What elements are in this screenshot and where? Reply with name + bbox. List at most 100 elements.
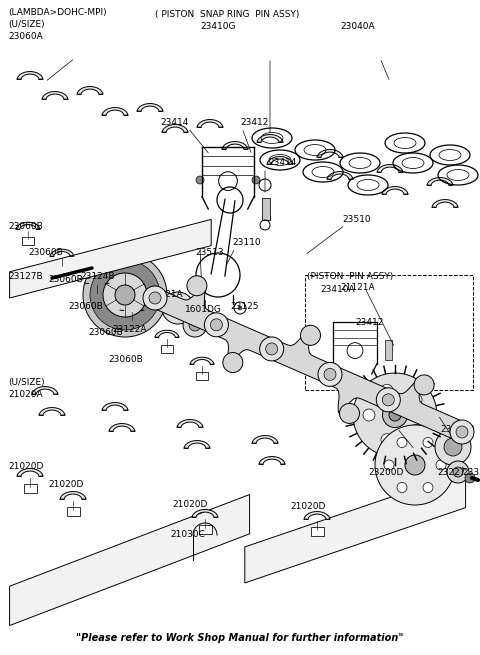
Polygon shape bbox=[304, 512, 330, 519]
Text: 23125: 23125 bbox=[230, 302, 259, 311]
Text: 23124B: 23124B bbox=[80, 272, 115, 281]
Text: 23060B: 23060B bbox=[28, 248, 63, 257]
Circle shape bbox=[450, 420, 474, 444]
Text: 23412: 23412 bbox=[355, 318, 384, 327]
Circle shape bbox=[170, 300, 186, 316]
Circle shape bbox=[383, 403, 408, 428]
Circle shape bbox=[90, 260, 160, 330]
Polygon shape bbox=[17, 468, 43, 476]
Text: 23060B: 23060B bbox=[88, 328, 123, 337]
Circle shape bbox=[115, 285, 135, 305]
Circle shape bbox=[189, 319, 201, 331]
Circle shape bbox=[410, 424, 422, 436]
Bar bbox=[22, 236, 34, 245]
Polygon shape bbox=[10, 219, 211, 298]
Text: 23226B: 23226B bbox=[440, 425, 475, 434]
Text: 23200D: 23200D bbox=[368, 468, 403, 477]
Bar bbox=[126, 318, 138, 326]
Circle shape bbox=[397, 438, 407, 447]
Circle shape bbox=[83, 253, 167, 337]
Text: 1601DG: 1601DG bbox=[185, 305, 222, 314]
Bar bbox=[91, 291, 103, 299]
Text: 23060B: 23060B bbox=[108, 355, 143, 364]
Polygon shape bbox=[184, 441, 210, 449]
Circle shape bbox=[324, 368, 336, 381]
Circle shape bbox=[260, 337, 284, 361]
Text: 21020D: 21020D bbox=[172, 500, 207, 509]
Circle shape bbox=[447, 461, 469, 483]
Text: 23510: 23510 bbox=[342, 215, 371, 224]
Text: 21020D: 21020D bbox=[48, 480, 84, 489]
Circle shape bbox=[423, 483, 433, 493]
Polygon shape bbox=[109, 424, 135, 432]
Polygon shape bbox=[120, 303, 144, 310]
Text: 23060B: 23060B bbox=[8, 222, 43, 231]
Polygon shape bbox=[259, 457, 285, 464]
Bar bbox=[24, 484, 36, 493]
Circle shape bbox=[204, 313, 228, 337]
Bar bbox=[199, 525, 212, 534]
Polygon shape bbox=[245, 472, 466, 583]
Circle shape bbox=[381, 384, 393, 396]
Text: "Please refer to Work Shop Manual for further information": "Please refer to Work Shop Manual for fu… bbox=[76, 633, 404, 643]
Bar bbox=[305, 275, 473, 390]
Text: 23410A: 23410A bbox=[320, 285, 355, 294]
Circle shape bbox=[436, 460, 446, 470]
Polygon shape bbox=[177, 420, 203, 428]
Circle shape bbox=[265, 343, 277, 355]
Text: 23122A: 23122A bbox=[112, 325, 146, 334]
Circle shape bbox=[376, 388, 400, 412]
Text: 23060B: 23060B bbox=[68, 302, 103, 311]
Circle shape bbox=[149, 292, 161, 304]
Polygon shape bbox=[85, 276, 109, 284]
Polygon shape bbox=[50, 249, 74, 257]
Circle shape bbox=[414, 375, 434, 395]
Circle shape bbox=[353, 373, 437, 457]
Text: 23414: 23414 bbox=[268, 158, 296, 167]
Circle shape bbox=[45, 271, 59, 285]
Text: 23060B: 23060B bbox=[48, 275, 83, 284]
Circle shape bbox=[381, 434, 393, 445]
Bar bbox=[311, 527, 324, 536]
Circle shape bbox=[339, 403, 360, 423]
Polygon shape bbox=[190, 357, 214, 364]
Bar bbox=[161, 345, 173, 353]
Circle shape bbox=[465, 473, 475, 483]
Bar bbox=[385, 340, 392, 360]
Circle shape bbox=[444, 438, 462, 456]
Circle shape bbox=[103, 273, 147, 317]
Circle shape bbox=[300, 326, 321, 345]
Polygon shape bbox=[222, 141, 248, 149]
Polygon shape bbox=[10, 495, 250, 626]
Text: 21020D: 21020D bbox=[290, 502, 325, 511]
Circle shape bbox=[318, 362, 342, 386]
Circle shape bbox=[384, 460, 394, 470]
Circle shape bbox=[223, 352, 243, 373]
Bar bbox=[196, 372, 208, 380]
Circle shape bbox=[143, 286, 167, 310]
Polygon shape bbox=[377, 164, 403, 172]
Text: 23410G: 23410G bbox=[200, 22, 236, 31]
Circle shape bbox=[405, 455, 425, 475]
Circle shape bbox=[435, 429, 471, 465]
Text: 23513: 23513 bbox=[195, 248, 224, 257]
Polygon shape bbox=[382, 187, 408, 195]
Polygon shape bbox=[327, 172, 353, 179]
Text: 23040A: 23040A bbox=[340, 22, 374, 31]
Polygon shape bbox=[162, 124, 188, 132]
Circle shape bbox=[389, 409, 401, 421]
Polygon shape bbox=[432, 200, 458, 208]
Text: 23110: 23110 bbox=[232, 238, 261, 247]
Circle shape bbox=[210, 319, 222, 331]
Text: 23227: 23227 bbox=[437, 468, 466, 477]
Text: ( PISTON  SNAP RING  PIN ASSY): ( PISTON SNAP RING PIN ASSY) bbox=[155, 10, 300, 19]
Polygon shape bbox=[77, 86, 103, 94]
Circle shape bbox=[375, 425, 455, 505]
Circle shape bbox=[453, 467, 463, 477]
Text: 23412: 23412 bbox=[240, 118, 268, 127]
Text: 21020A: 21020A bbox=[8, 390, 43, 399]
Polygon shape bbox=[16, 222, 40, 229]
Polygon shape bbox=[17, 71, 43, 79]
Circle shape bbox=[196, 176, 204, 184]
Polygon shape bbox=[267, 157, 293, 164]
